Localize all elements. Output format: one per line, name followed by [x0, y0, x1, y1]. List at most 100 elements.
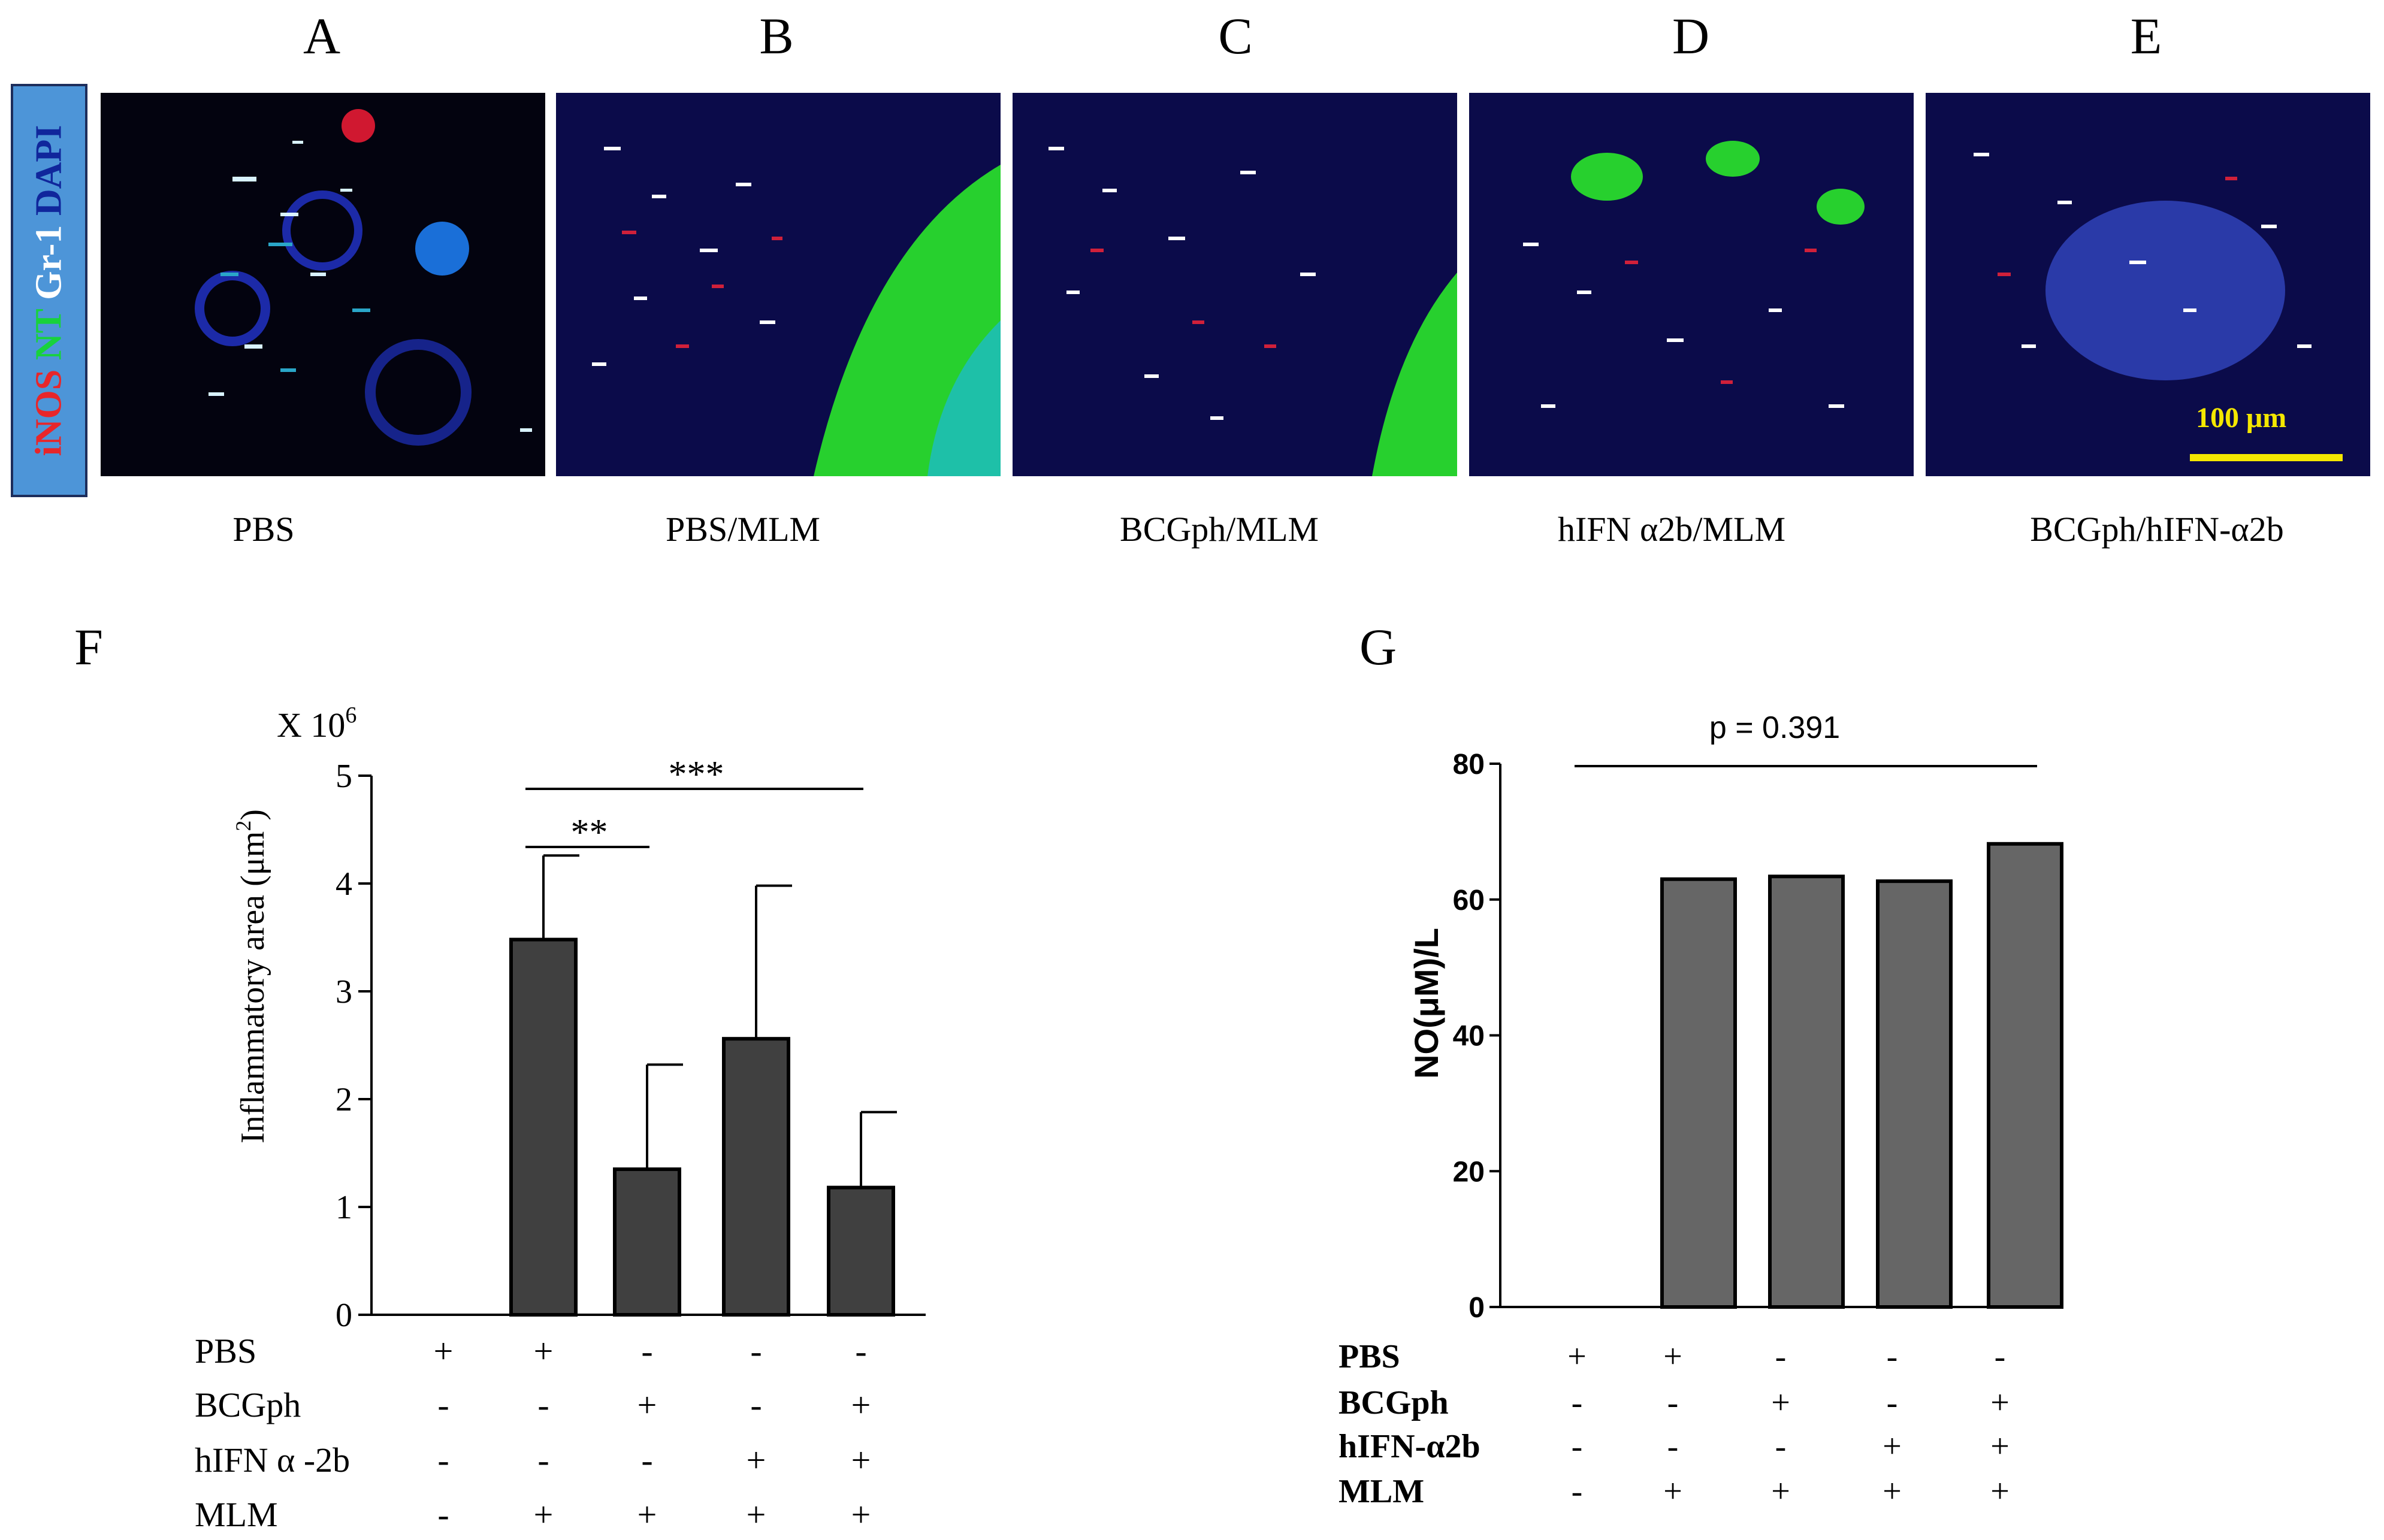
panel-letter-a: A — [303, 7, 341, 65]
panel-label-e: BCGph/hIFN-α2b — [2030, 510, 2284, 549]
chart-f-condition-sign: - — [537, 1385, 549, 1424]
chart-f-condition-sign: + — [851, 1441, 871, 1480]
chart-g-ytick-label: 40 — [1453, 1021, 1485, 1052]
chart-f-condition-sign: - — [855, 1332, 866, 1370]
chart-g-condition-sign: - — [1775, 1338, 1787, 1375]
chart-g-bar — [1768, 875, 1845, 1309]
chart-g-condition-sign: + — [1990, 1428, 2010, 1465]
chart-f-condition-sign: - — [641, 1332, 652, 1370]
chart-g-ylabel: NO(μM)/L — [1407, 928, 1445, 1079]
chart-f-condition-sign: + — [434, 1332, 454, 1370]
stain-nt: NT — [28, 309, 70, 361]
chart-f-condition-name: PBS — [195, 1332, 256, 1370]
panel-letter-f: F — [74, 618, 103, 676]
chart-f-bar — [722, 1037, 790, 1317]
chart-f-bar — [613, 1167, 681, 1317]
chart-g-condition-sign: - — [1887, 1338, 1898, 1375]
chart-f-condition-sign: + — [637, 1385, 657, 1424]
chart-g-ytick-label: 60 — [1453, 885, 1485, 916]
chart-f-condition-sign: + — [637, 1495, 657, 1534]
chart-g-condition-sign: - — [1667, 1428, 1679, 1465]
chart-f-condition-sign: - — [537, 1441, 549, 1480]
chart-f-ylabel: Inflammatory area (μm2) — [231, 809, 271, 1143]
chart-g-pvalue: p = 0.391 — [1709, 710, 1840, 745]
panel-letter-e: E — [2130, 7, 2162, 65]
chart-g-condition-name: hIFN-α2b — [1338, 1428, 1480, 1465]
chart-f-condition-sign: - — [437, 1385, 449, 1424]
chart-g-condition-sign: - — [1775, 1428, 1787, 1465]
chart-f-condition-sign: - — [641, 1441, 652, 1480]
chart-g-condition-sign: + — [1567, 1338, 1587, 1375]
chart-f-bar — [509, 937, 578, 1317]
stain-dapi: DAPI — [28, 125, 70, 216]
chart-g-condition-name: MLM — [1338, 1473, 1424, 1510]
chart-f-condition-sign: + — [747, 1495, 766, 1534]
chart-f-condition-sign: + — [747, 1441, 766, 1480]
stain-legend-box: iNOS NT Gr-1 DAPI — [11, 84, 87, 497]
chart-g-bar — [1876, 879, 1953, 1309]
panel-label-d: hIFN α2b/MLM — [1557, 510, 1786, 549]
chart-g-condition-sign: + — [1771, 1473, 1790, 1510]
chart-f-ytick-label: 3 — [336, 973, 352, 1010]
micrograph-d — [1469, 93, 1914, 476]
chart-g-condition-sign: + — [1771, 1384, 1790, 1421]
chart-g-ytick-label: 0 — [1469, 1292, 1485, 1324]
chart-f-ytick-label: 0 — [336, 1297, 352, 1334]
chart-g-condition-sign: - — [1572, 1384, 1583, 1421]
scale-bar-label: 100 μm — [2196, 402, 2287, 434]
chart-g-condition-sign: + — [1990, 1473, 2010, 1510]
chart-f-ytick-label: 2 — [336, 1081, 352, 1118]
chart-f-condition-sign: - — [437, 1495, 449, 1534]
chart-g-condition-sign: - — [1995, 1338, 2006, 1375]
chart-f-condition-name: hIFN α -2b — [195, 1441, 350, 1480]
chart-f-condition-sign: - — [437, 1441, 449, 1480]
panel-label-c: BCGph/MLM — [1120, 510, 1319, 549]
scale-bar — [2190, 454, 2343, 461]
chart-f-multiplier: X 106 — [277, 703, 356, 745]
chart-f-significance-label: *** — [669, 754, 724, 795]
panel-letter-d: D — [1672, 7, 1710, 65]
chart-g-condition-sign: - — [1572, 1428, 1583, 1465]
micrograph-a — [101, 93, 545, 476]
chart-g-condition-sign: + — [1663, 1338, 1682, 1375]
stain-legend: iNOS NT Gr-1 DAPI — [28, 125, 71, 456]
panel-letter-b: B — [759, 7, 794, 65]
chart-g-condition-sign: - — [1667, 1384, 1679, 1421]
chart-f-bar — [827, 1185, 895, 1317]
chart-f-significance-label: ** — [571, 812, 608, 853]
panel-letter-g: G — [1359, 618, 1397, 676]
chart-g-condition-sign: + — [1883, 1473, 1902, 1510]
panel-label-b: PBS/MLM — [666, 510, 820, 549]
chart-f-ytick-label: 5 — [336, 758, 352, 795]
chart-f-condition-name: MLM — [195, 1495, 278, 1534]
chart-f-ytick-label: 4 — [336, 866, 352, 903]
chart-g-condition-sign: + — [1663, 1473, 1682, 1510]
chart-g-condition-name: PBS — [1338, 1338, 1400, 1375]
chart-f-condition-sign: + — [851, 1385, 871, 1424]
chart-f-condition-sign: - — [750, 1385, 762, 1424]
chart-g-ytick-label: 20 — [1453, 1156, 1485, 1188]
chart-g-condition-sign: - — [1572, 1473, 1583, 1510]
chart-g-condition-name: BCGph — [1338, 1384, 1449, 1421]
chart-g-condition-sign: + — [1883, 1428, 1902, 1465]
chart-f-ytick-label: 1 — [336, 1189, 352, 1226]
chart-f-condition-sign: + — [534, 1495, 554, 1534]
panel-letter-c: C — [1218, 7, 1253, 65]
chart-f-condition-name: BCGph — [195, 1385, 301, 1424]
micrograph-c — [1013, 93, 1457, 476]
chart-f-condition-sign: + — [534, 1332, 554, 1370]
micrograph-b — [556, 93, 1001, 476]
chart-g-bar — [1660, 877, 1737, 1309]
chart-g-bar — [1987, 842, 2063, 1309]
chart-g-condition-sign: + — [1990, 1384, 2010, 1421]
chart-g-condition-sign: - — [1887, 1384, 1898, 1421]
chart-f-condition-sign: - — [750, 1332, 762, 1370]
stain-inos: iNOS — [28, 369, 70, 456]
micrograph-e — [1926, 93, 2370, 476]
stain-gr1: Gr-1 — [28, 225, 70, 300]
chart-f-condition-sign: + — [851, 1495, 871, 1534]
panel-label-a: PBS — [232, 510, 295, 549]
chart-g-ytick-label: 80 — [1453, 749, 1485, 780]
chart-g: 0 20 40 60 80 p = 0.391 NO(μM)/L PBS + + - - - BCG… — [1338, 710, 2063, 1510]
